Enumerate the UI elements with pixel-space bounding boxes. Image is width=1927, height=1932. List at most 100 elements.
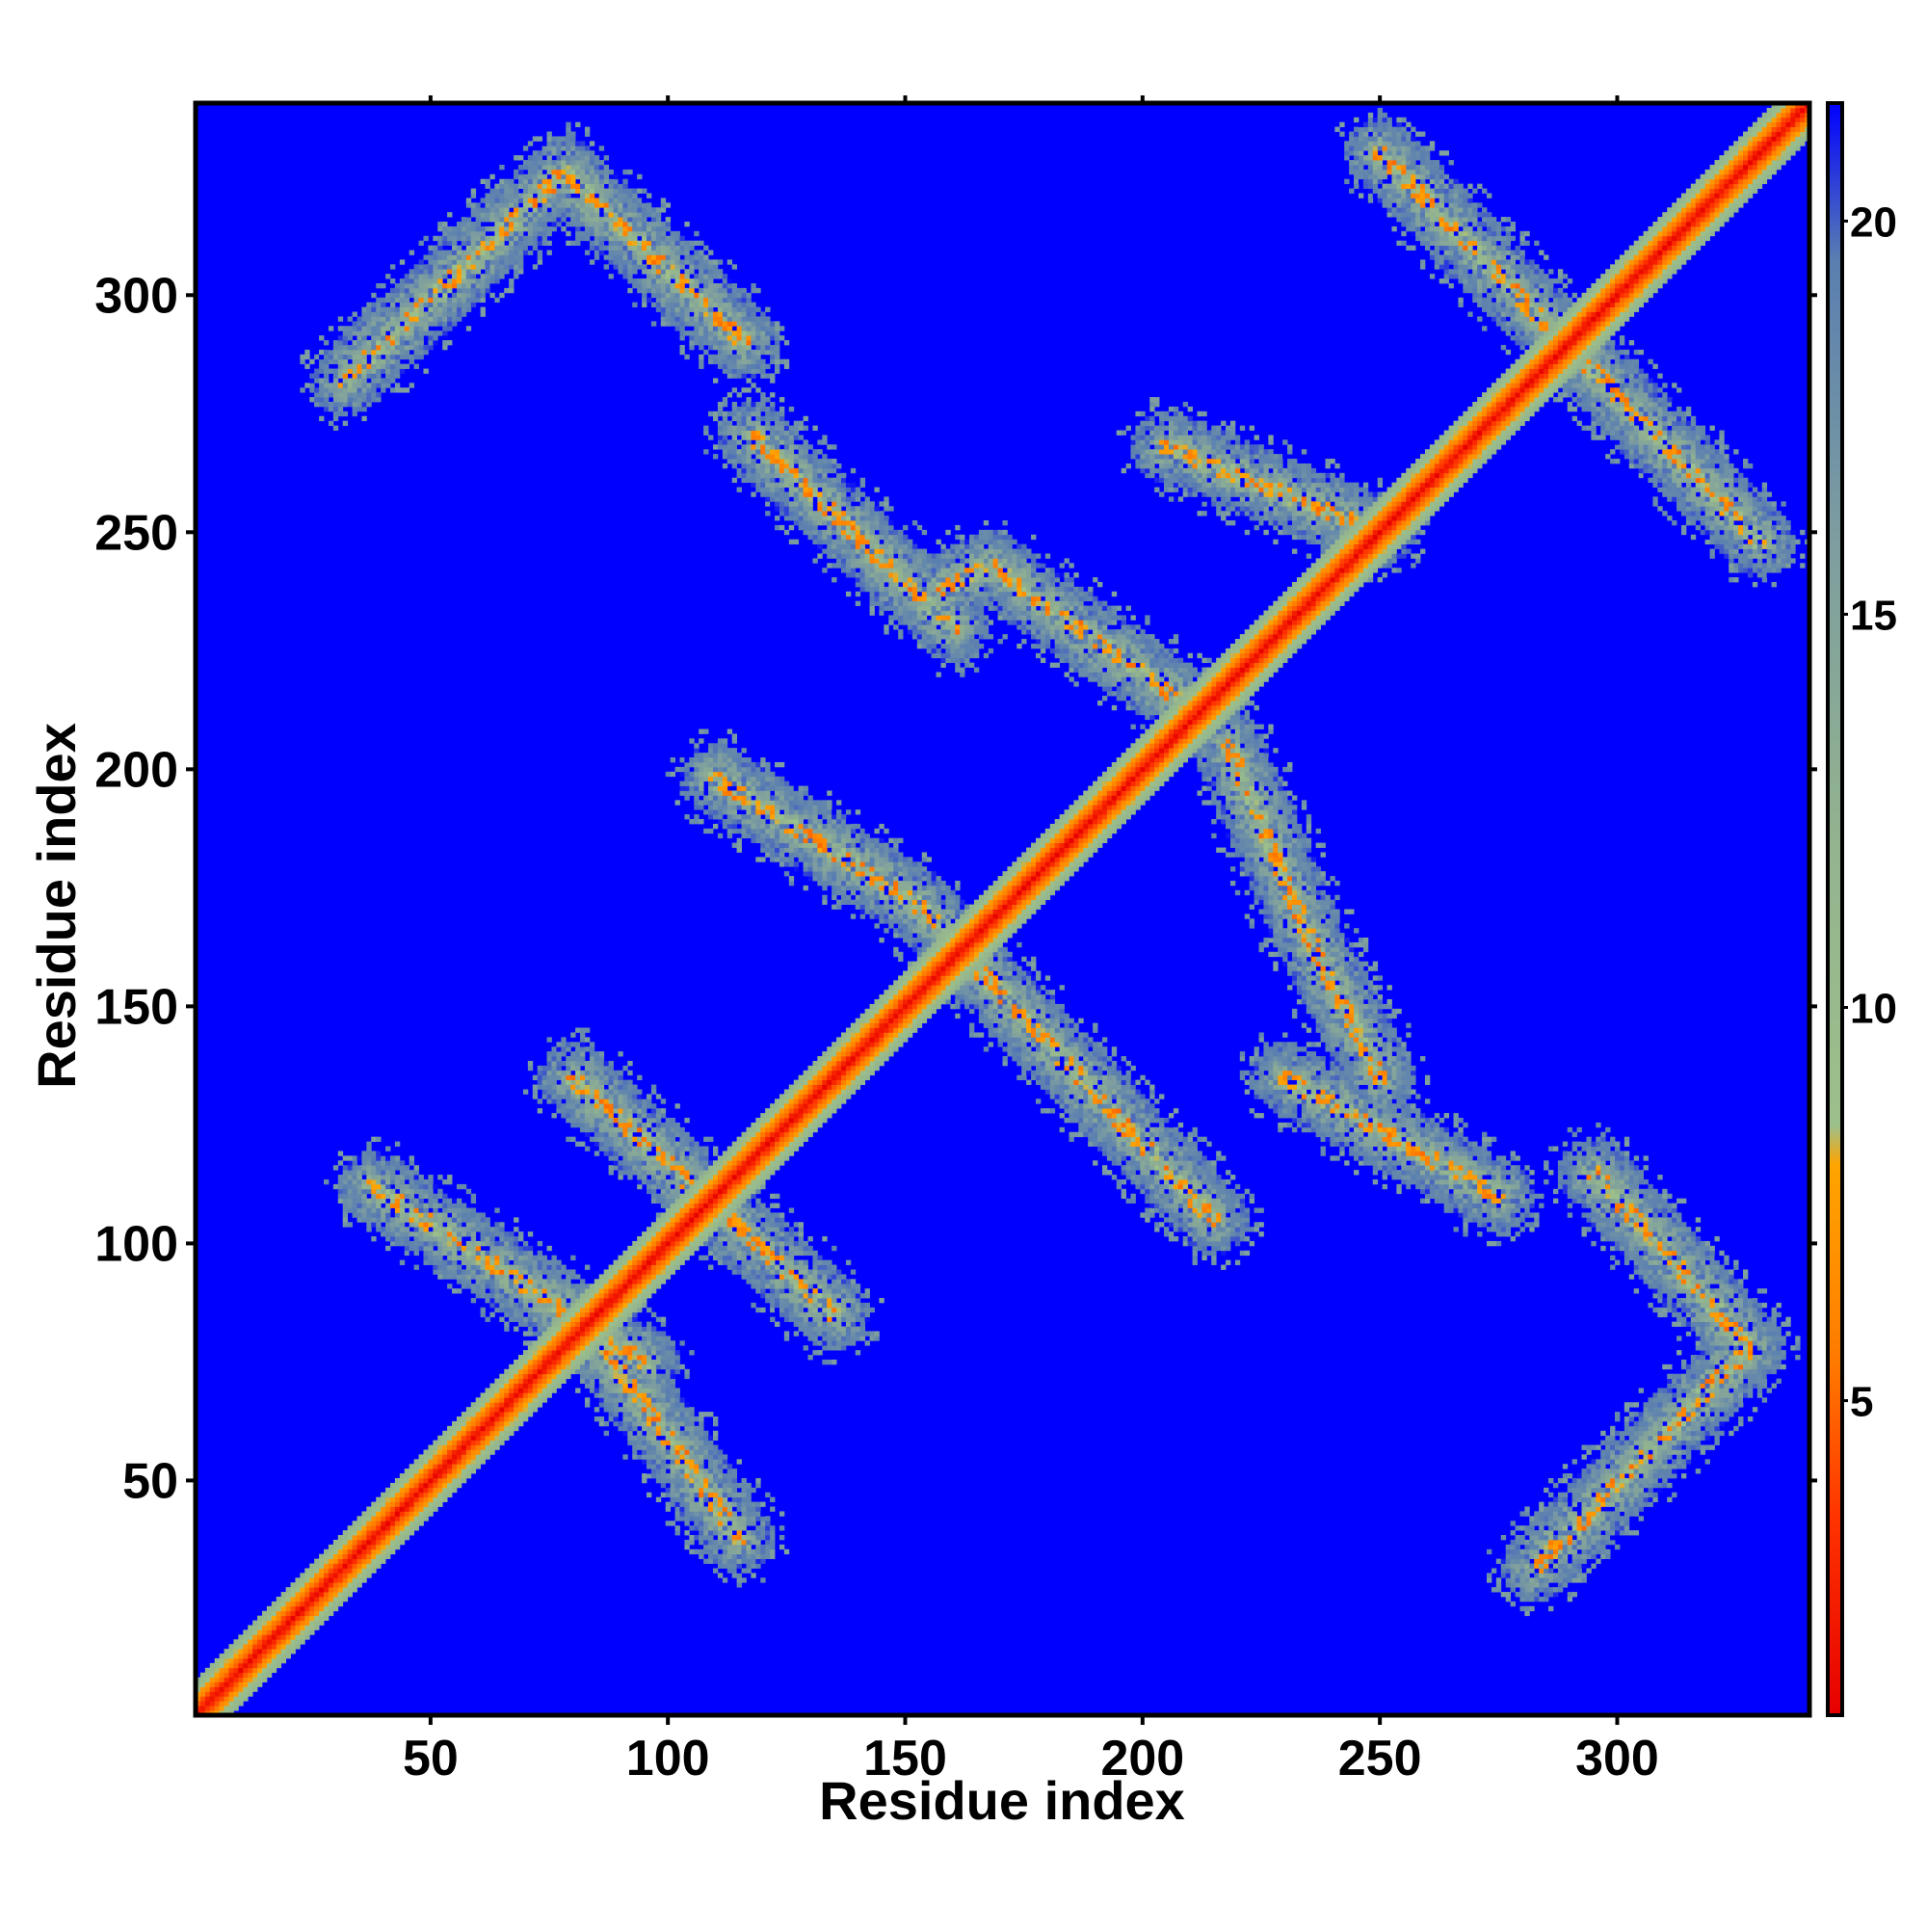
heatmap-cell xyxy=(655,1469,662,1474)
heatmap-cell xyxy=(485,1444,490,1450)
heatmap-cell xyxy=(461,1227,467,1232)
heatmap-cell xyxy=(452,1269,458,1275)
heatmap-cell xyxy=(537,1284,543,1289)
heatmap-cell xyxy=(366,392,372,398)
heatmap-cell xyxy=(674,1212,680,1218)
heatmap-cell xyxy=(679,1259,685,1265)
heatmap-cell xyxy=(433,1207,438,1213)
heatmap-cell xyxy=(580,1042,586,1047)
heatmap-cell xyxy=(603,1363,610,1370)
heatmap-cell xyxy=(665,1477,672,1484)
heatmap-cell xyxy=(437,1469,443,1474)
heatmap-cell xyxy=(608,1378,614,1384)
heatmap-cell xyxy=(580,1316,586,1322)
heatmap-cell xyxy=(584,1402,591,1408)
heatmap-cell xyxy=(475,1212,481,1218)
heatmap-cell xyxy=(456,1203,462,1208)
heatmap-cell xyxy=(637,1136,643,1143)
heatmap-cell xyxy=(527,1392,534,1398)
heatmap-cell xyxy=(679,1222,685,1228)
heatmap-cell xyxy=(509,282,515,289)
heatmap-cell xyxy=(271,1644,277,1650)
heatmap-cell xyxy=(665,1373,672,1380)
heatmap-cell xyxy=(328,1558,334,1564)
heatmap-cell xyxy=(465,1469,472,1474)
heatmap-cell xyxy=(674,230,680,237)
heatmap-cell xyxy=(622,1284,628,1289)
heatmap-cell xyxy=(660,1440,667,1445)
heatmap-cell xyxy=(352,1155,357,1161)
heatmap-cell xyxy=(309,1582,315,1588)
heatmap-cell xyxy=(637,259,643,265)
heatmap-cell xyxy=(399,368,406,374)
heatmap-cell xyxy=(551,1307,557,1313)
heatmap-cell xyxy=(404,321,410,327)
heatmap-cell xyxy=(622,1065,628,1072)
heatmap-cell xyxy=(527,1293,534,1299)
heatmap-cell xyxy=(266,1634,273,1640)
heatmap-cell xyxy=(470,1444,477,1450)
heatmap-cell xyxy=(603,193,610,198)
heatmap-cell xyxy=(613,1094,619,1099)
heatmap-cell xyxy=(456,1264,462,1270)
heatmap-cell xyxy=(642,287,647,294)
heatmap-cell xyxy=(337,1535,344,1541)
heatmap-cell xyxy=(413,1477,419,1484)
heatmap-cell xyxy=(674,311,680,317)
heatmap-cell xyxy=(337,1573,344,1578)
heatmap-cell xyxy=(670,1430,675,1437)
heatmap-cell xyxy=(342,326,349,331)
heatmap-cell xyxy=(494,1255,500,1261)
heatmap-cell xyxy=(551,202,557,208)
heatmap-cell xyxy=(608,1151,614,1156)
heatmap-cell xyxy=(527,1373,534,1380)
heatmap-cell xyxy=(642,1240,647,1247)
heatmap-cell xyxy=(650,225,657,232)
heatmap-cell xyxy=(290,1596,296,1602)
heatmap-cell xyxy=(295,1605,301,1612)
heatmap-cell xyxy=(546,1094,552,1099)
heatmap-cell xyxy=(598,1098,605,1104)
heatmap-cell xyxy=(603,1359,610,1365)
heatmap-cell xyxy=(485,1217,490,1223)
heatmap-cell xyxy=(504,287,510,294)
heatmap-cell xyxy=(603,1122,610,1128)
heatmap-cell xyxy=(642,254,647,260)
heatmap-cell xyxy=(404,1183,410,1190)
heatmap-cell xyxy=(655,1245,662,1252)
heatmap-cell xyxy=(670,1240,675,1247)
heatmap-cell xyxy=(647,1170,652,1176)
heatmap-cell xyxy=(627,1340,633,1346)
heatmap-cell xyxy=(452,1222,458,1228)
heatmap-cell xyxy=(238,1677,244,1682)
heatmap-cell xyxy=(618,1279,623,1284)
heatmap-cell xyxy=(546,1060,552,1067)
heatmap-cell xyxy=(485,1259,490,1265)
heatmap-cell xyxy=(347,354,353,360)
heatmap-cell xyxy=(514,1407,519,1413)
heatmap-cell xyxy=(660,230,667,237)
heatmap-cell xyxy=(566,1340,571,1346)
heatmap-cell xyxy=(627,1141,633,1147)
heatmap-cell xyxy=(589,198,595,203)
heatmap-cell xyxy=(670,1487,675,1494)
heatmap-cell xyxy=(527,1231,534,1237)
heatmap-cell xyxy=(385,354,391,360)
heatmap-cell xyxy=(566,1293,571,1299)
heatmap-cell xyxy=(618,1321,623,1327)
heatmap-cell xyxy=(447,282,453,289)
heatmap-cell xyxy=(522,1416,529,1422)
heatmap-cell xyxy=(324,383,330,388)
heatmap-cell xyxy=(494,254,500,260)
heatmap-cell xyxy=(518,1412,524,1417)
heatmap-cell xyxy=(366,1511,372,1517)
heatmap-cell xyxy=(603,1326,610,1332)
heatmap-cell xyxy=(674,1183,680,1190)
heatmap-cell xyxy=(238,1681,244,1687)
heatmap-cell xyxy=(433,1236,438,1242)
heatmap-cell xyxy=(452,1477,458,1484)
heatmap-cell xyxy=(575,1098,581,1104)
heatmap-cell xyxy=(598,1373,605,1380)
heatmap-cell xyxy=(674,1250,680,1257)
heatmap-cell xyxy=(665,240,672,247)
